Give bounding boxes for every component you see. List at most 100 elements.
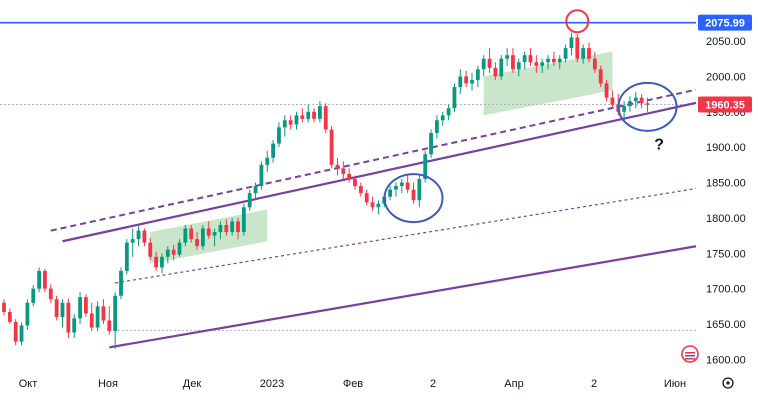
candle-body	[171, 249, 176, 255]
candle-42	[247, 189, 252, 211]
settings-gear-icon[interactable]	[722, 377, 734, 389]
candle-98	[575, 33, 580, 63]
y-tick-label: 1850.00	[706, 178, 746, 190]
candle-body	[581, 48, 586, 59]
candle-body	[399, 182, 404, 187]
candle-43	[253, 182, 258, 201]
candle-body	[598, 69, 603, 84]
candle-97	[569, 32, 574, 56]
candle-body	[288, 120, 293, 125]
x-tick-label: Ноя	[98, 378, 118, 390]
candle-5	[31, 285, 36, 307]
candle-106	[622, 101, 626, 123]
candle-100	[587, 42, 591, 63]
candle-body	[335, 164, 340, 169]
candle-70	[411, 182, 416, 204]
candle-body	[358, 186, 363, 194]
price-axis[interactable]: 1600.00 1650.00 1700.00 1750.00 1800.00 1850.…	[706, 36, 746, 366]
candle-8	[48, 284, 53, 303]
candle-body	[394, 186, 398, 190]
candle-24	[142, 228, 147, 247]
candle-body	[212, 232, 217, 236]
candle-47	[277, 122, 281, 148]
candle-49	[288, 115, 293, 130]
time-axis[interactable]: Окт Ноя Дек 2023 Фев 2 Апр 2 Июн	[19, 378, 686, 390]
candle-body	[218, 224, 223, 233]
annotation-circle-1	[383, 173, 444, 224]
channel-upper-dashed	[50, 88, 697, 232]
candle-76	[446, 104, 451, 121]
candle-body	[230, 221, 235, 233]
x-tick-label: Дек	[183, 378, 202, 390]
trend-channel	[50, 88, 697, 349]
candle-body	[241, 207, 246, 233]
candle-46	[271, 140, 275, 163]
candle-52	[306, 104, 311, 123]
annotation-circle-2	[617, 81, 678, 132]
candle-93	[546, 55, 550, 70]
price-tag-bg	[698, 96, 752, 113]
candle-89	[522, 51, 527, 70]
candle-78	[458, 69, 463, 95]
candle-74	[435, 115, 439, 139]
candle-body	[622, 106, 626, 112]
candle-86	[505, 48, 509, 66]
candle-94	[552, 51, 556, 66]
tradingview-logo-icon[interactable]	[681, 345, 699, 363]
candle-body	[353, 178, 357, 187]
candle-body	[101, 306, 106, 321]
candle-body	[552, 58, 556, 63]
candle-body	[312, 111, 316, 119]
candle-68	[399, 178, 404, 194]
candle-11	[66, 298, 71, 339]
candle-body	[148, 242, 153, 257]
candle-16	[95, 301, 100, 332]
candle-110	[645, 97, 650, 112]
candle-body	[224, 224, 229, 233]
candle-body	[435, 120, 439, 134]
candle-body	[142, 230, 147, 243]
candle-body	[189, 228, 194, 240]
candle-62	[364, 189, 369, 206]
y-tick-label: 1750.00	[706, 248, 746, 260]
x-tick-label: 2023	[260, 378, 284, 390]
candle-body	[499, 58, 504, 77]
candle-body	[113, 295, 118, 332]
candle-body	[528, 55, 533, 63]
candle-body	[645, 103, 650, 105]
candle-body	[452, 87, 457, 109]
candle-body	[124, 242, 129, 271]
candle-69	[405, 175, 410, 194]
candle-body	[236, 221, 240, 233]
candle-109	[639, 94, 644, 109]
candle-41	[241, 203, 246, 236]
candle-102	[598, 65, 603, 88]
horizontal-levels	[0, 21, 696, 331]
candle-body	[516, 62, 521, 70]
candle-body	[119, 270, 123, 296]
candle-71	[417, 175, 422, 208]
x-tick-label: Июн	[664, 378, 686, 390]
candle-107	[628, 96, 632, 112]
candle-92	[540, 58, 545, 73]
price-tag-bg	[698, 14, 752, 31]
candle-body	[277, 127, 281, 144]
candle-body	[271, 143, 275, 158]
candle-body	[522, 55, 527, 63]
channel-lower	[109, 245, 697, 349]
candle-body	[84, 297, 88, 314]
candle-body	[546, 58, 550, 63]
y-tick-label: 1800.00	[706, 213, 746, 225]
y-tick-label: 1650.00	[706, 319, 746, 331]
candle-body	[107, 320, 112, 332]
candle-50	[294, 111, 299, 130]
candle-36	[212, 228, 217, 247]
candle-body	[587, 48, 591, 59]
x-tick-label: Окт	[19, 378, 38, 390]
candle-body	[177, 242, 182, 255]
candle-body	[493, 67, 498, 77]
candle-81	[475, 65, 480, 88]
channel-midline	[115, 187, 697, 284]
candle-body	[534, 62, 539, 66]
